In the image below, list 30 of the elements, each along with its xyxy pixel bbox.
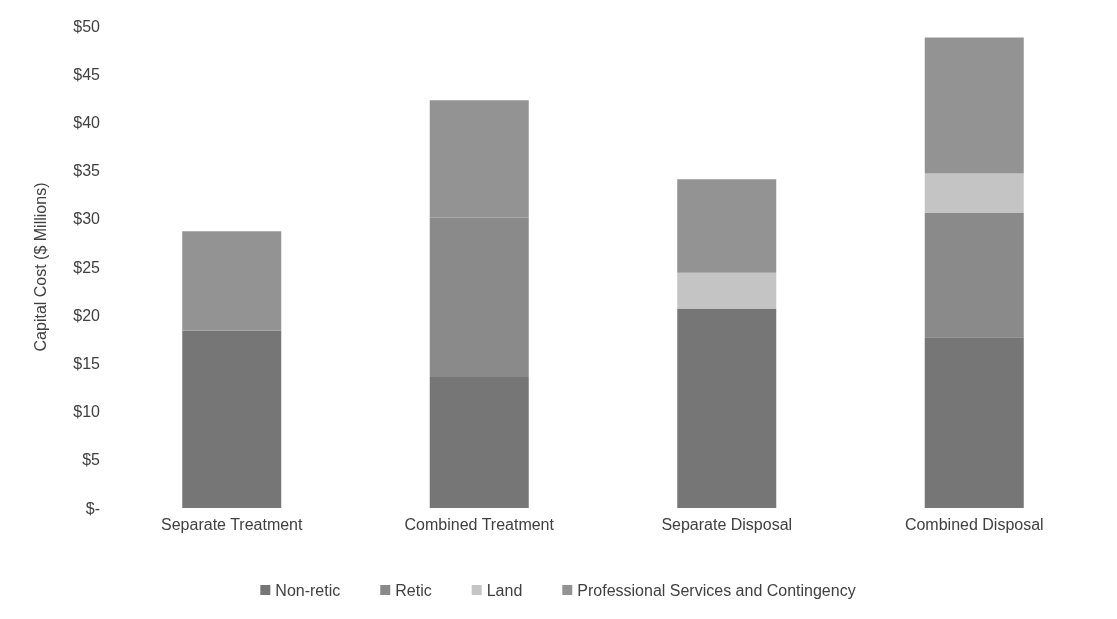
legend-label: Land xyxy=(486,581,523,599)
y-tick-label: $10 xyxy=(73,403,101,421)
y-tick-label: $15 xyxy=(73,354,101,372)
x-tick-label: Combined Treatment xyxy=(404,515,555,533)
y-tick-label: $5 xyxy=(82,451,101,469)
x-tick-label: Combined Disposal xyxy=(904,515,1044,533)
y-tick-label: $35 xyxy=(73,162,101,180)
legend-label: Professional Services and Contingency xyxy=(577,581,856,599)
y-axis-title: Capital Cost ($ Millions) xyxy=(31,182,49,352)
bar xyxy=(924,173,1024,214)
y-tick-label: $25 xyxy=(73,258,101,276)
legend-label: Non-retic xyxy=(275,581,341,599)
bar xyxy=(924,337,1024,508)
y-tick-label: $40 xyxy=(73,113,101,131)
x-tick-label: Separate Treatment xyxy=(161,515,304,533)
y-tick-label: $20 xyxy=(73,306,101,324)
bar xyxy=(429,376,529,508)
bar xyxy=(677,272,777,309)
legend-label: Retic xyxy=(395,581,432,599)
y-tick-label: $45 xyxy=(73,65,101,83)
bar xyxy=(924,213,1024,338)
bar xyxy=(182,330,282,508)
y-tick-label: $50 xyxy=(73,17,101,35)
bar xyxy=(924,37,1024,174)
x-tick-label: Separate Disposal xyxy=(661,515,793,533)
bar xyxy=(677,308,777,508)
bar xyxy=(182,231,282,331)
bar xyxy=(677,179,777,273)
y-tick-label: $30 xyxy=(73,210,101,228)
y-tick-label: $- xyxy=(85,499,100,517)
